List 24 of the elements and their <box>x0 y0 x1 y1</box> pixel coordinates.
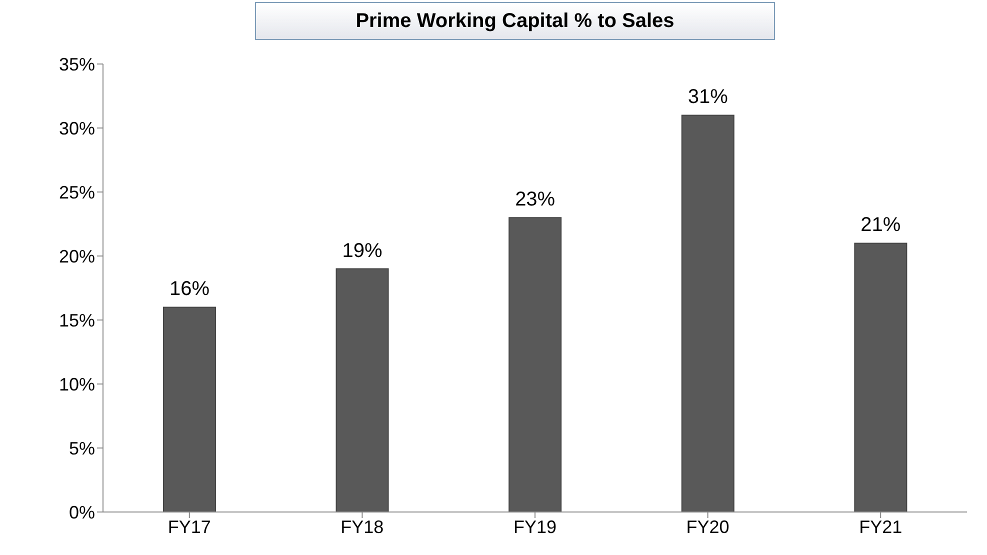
data-label: 21% <box>860 214 901 236</box>
y-tick-label: 0% <box>68 502 95 522</box>
x-tick-label: FY20 <box>686 516 730 537</box>
bar <box>854 242 908 512</box>
y-tick-label: 5% <box>68 438 95 458</box>
x-tick-label: FY18 <box>340 516 384 537</box>
data-label: 16% <box>169 278 210 300</box>
y-tick-label: 10% <box>58 374 95 394</box>
x-tick-label: FY19 <box>513 516 557 537</box>
y-tick-label: 30% <box>58 118 95 138</box>
bar <box>508 217 562 512</box>
bar <box>681 114 734 512</box>
x-tick-label: FY17 <box>168 516 211 537</box>
y-tick-label: 35% <box>58 54 95 74</box>
bar <box>336 268 389 512</box>
chart-title: Prime Working Capital % to Sales <box>255 2 775 40</box>
x-tick-label: FY21 <box>859 516 902 537</box>
y-tick-label: 15% <box>58 310 95 330</box>
bar <box>162 306 216 512</box>
y-tick-label: 20% <box>58 246 95 266</box>
data-label: 31% <box>688 86 728 108</box>
data-label: 19% <box>342 240 383 262</box>
data-label: 23% <box>515 188 556 211</box>
y-tick-label: 25% <box>58 182 95 202</box>
